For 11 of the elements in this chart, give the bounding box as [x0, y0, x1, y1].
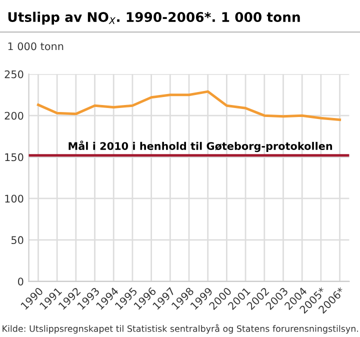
y-tick-label: 0	[18, 278, 24, 286]
text: Kilde: Utslippsregnskapet til Statistisk sentralbyrå og Statens forurensningstilsyn.	[2, 324, 358, 334]
line-series	[36, 90, 342, 121]
y-tick-label: 250	[4, 70, 24, 78]
ref-line-label: Mål i 2010 i henhold til Gøteborg-protokollen	[68, 140, 332, 152]
y-tick-label: 50	[11, 236, 24, 244]
chart-title: Utslipp av NO$_{X}$. 1990-2006*. 1 000 tonn	[8, 12, 300, 25]
y-tick-label: 100	[5, 194, 24, 203]
y-tick-label: 150	[5, 153, 24, 162]
y-tick-label: 200	[4, 112, 24, 120]
y-axis-title: 1 000 tonn	[8, 42, 64, 50]
